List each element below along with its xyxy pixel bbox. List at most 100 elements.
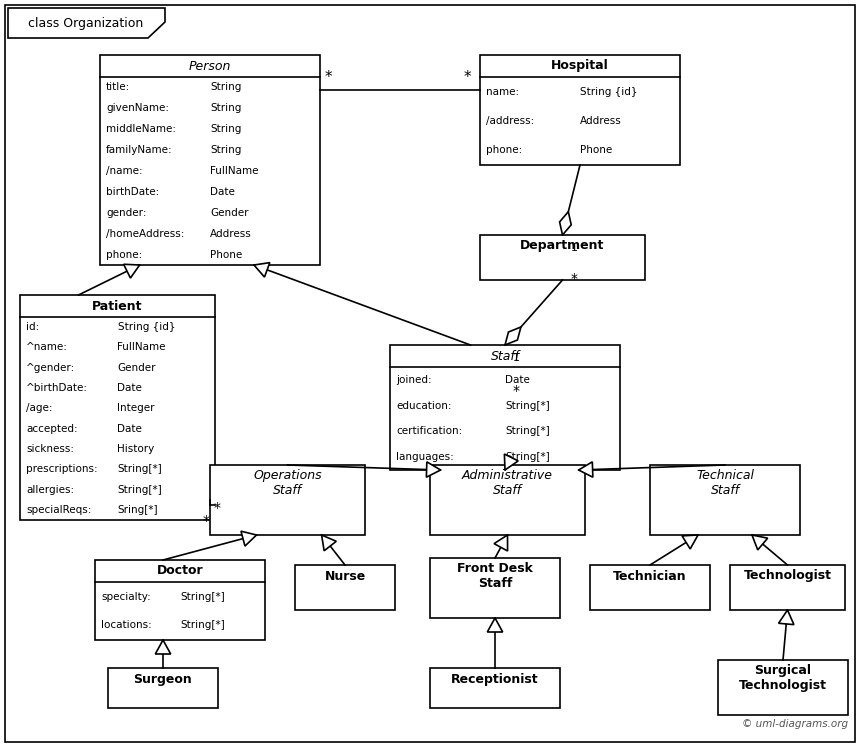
Text: name:: name: — [486, 87, 519, 96]
Text: String: String — [210, 145, 242, 155]
Text: allergies:: allergies: — [26, 485, 74, 495]
Text: Receptionist: Receptionist — [452, 672, 539, 686]
Text: Doctor: Doctor — [157, 565, 203, 577]
Text: /age:: /age: — [26, 403, 52, 413]
Text: String: String — [210, 103, 242, 114]
Polygon shape — [241, 531, 256, 546]
Polygon shape — [778, 610, 794, 624]
Polygon shape — [494, 535, 507, 551]
Text: Surgeon: Surgeon — [133, 672, 193, 686]
Text: Gender: Gender — [210, 208, 249, 218]
Polygon shape — [427, 462, 440, 477]
Bar — [730, 565, 845, 610]
Text: accepted:: accepted: — [26, 424, 77, 434]
Bar — [480, 235, 645, 280]
Bar — [295, 565, 395, 610]
Text: ^birthDate:: ^birthDate: — [26, 383, 88, 393]
Text: 1: 1 — [513, 353, 520, 363]
Text: Hospital: Hospital — [551, 60, 609, 72]
Text: String: String — [210, 124, 242, 134]
Bar — [430, 668, 560, 708]
Text: class Organization: class Organization — [28, 16, 144, 29]
Bar — [108, 668, 218, 708]
Text: /name:: /name: — [106, 166, 143, 176]
Text: locations:: locations: — [101, 621, 151, 630]
Text: String[*]: String[*] — [180, 592, 224, 601]
Text: joined:: joined: — [396, 375, 432, 385]
Text: String {id}: String {id} — [580, 87, 637, 96]
Text: familyName:: familyName: — [106, 145, 173, 155]
Text: Department: Department — [520, 240, 605, 252]
Text: *: * — [214, 501, 221, 515]
Polygon shape — [322, 535, 336, 551]
Text: title:: title: — [106, 82, 130, 93]
Polygon shape — [504, 454, 518, 470]
Polygon shape — [254, 263, 270, 277]
Text: Date: Date — [118, 383, 143, 393]
Text: certification:: certification: — [396, 427, 463, 436]
Text: String {id}: String {id} — [118, 322, 175, 332]
Text: Person: Person — [189, 60, 231, 72]
Bar — [100, 55, 320, 265]
Bar — [210, 465, 365, 535]
Bar — [430, 465, 585, 535]
Text: specialty:: specialty: — [101, 592, 150, 601]
Text: /homeAddress:: /homeAddress: — [106, 229, 184, 239]
Polygon shape — [488, 618, 503, 632]
Text: Integer: Integer — [118, 403, 155, 413]
Polygon shape — [752, 535, 768, 550]
Text: FullName: FullName — [118, 342, 166, 353]
Text: birthDate:: birthDate: — [106, 187, 159, 197]
Polygon shape — [682, 535, 698, 549]
Bar — [95, 560, 265, 640]
Text: phone:: phone: — [106, 249, 142, 259]
Text: Technologist: Technologist — [744, 569, 832, 583]
Text: Nurse: Nurse — [324, 569, 366, 583]
Text: © uml-diagrams.org: © uml-diagrams.org — [742, 719, 848, 729]
Text: Address: Address — [210, 229, 252, 239]
Text: String[*]: String[*] — [505, 452, 550, 462]
Text: *: * — [325, 70, 333, 85]
Text: History: History — [118, 444, 155, 454]
Bar — [480, 55, 680, 165]
Text: FullName: FullName — [210, 166, 259, 176]
Text: Sring[*]: Sring[*] — [118, 505, 158, 515]
Polygon shape — [505, 327, 521, 345]
Text: Administrative
Staff: Administrative Staff — [462, 469, 553, 497]
Text: Technician: Technician — [613, 569, 687, 583]
Text: *: * — [513, 384, 520, 398]
Text: middleName:: middleName: — [106, 124, 176, 134]
Text: *: * — [570, 272, 578, 286]
Text: ^gender:: ^gender: — [26, 363, 76, 373]
Bar — [20, 295, 215, 520]
Polygon shape — [579, 462, 593, 477]
Text: Operations
Staff: Operations Staff — [253, 469, 322, 497]
Bar — [390, 345, 620, 470]
Text: Surgical
Technologist: Surgical Technologist — [739, 664, 827, 692]
Polygon shape — [8, 8, 165, 38]
Text: Address: Address — [580, 116, 622, 126]
Text: String[*]: String[*] — [180, 621, 224, 630]
Text: Gender: Gender — [118, 363, 156, 373]
Text: Front Desk
Staff: Front Desk Staff — [457, 562, 533, 590]
Text: specialReqs:: specialReqs: — [26, 505, 91, 515]
Text: String[*]: String[*] — [118, 464, 163, 474]
Text: sickness:: sickness: — [26, 444, 74, 454]
Bar — [430, 558, 560, 618]
Text: gender:: gender: — [106, 208, 146, 218]
Text: Date: Date — [118, 424, 143, 434]
Text: Patient: Patient — [92, 300, 143, 312]
Text: education:: education: — [396, 400, 452, 411]
Bar — [650, 465, 800, 535]
Text: Date: Date — [210, 187, 235, 197]
Bar — [590, 565, 710, 610]
Text: phone:: phone: — [486, 146, 522, 155]
Text: String: String — [210, 82, 242, 93]
Text: Date: Date — [505, 375, 530, 385]
Text: Phone: Phone — [580, 146, 612, 155]
Text: prescriptions:: prescriptions: — [26, 464, 98, 474]
Text: givenName:: givenName: — [106, 103, 169, 114]
Polygon shape — [124, 264, 139, 278]
Text: String[*]: String[*] — [505, 400, 550, 411]
Text: *: * — [464, 70, 471, 85]
